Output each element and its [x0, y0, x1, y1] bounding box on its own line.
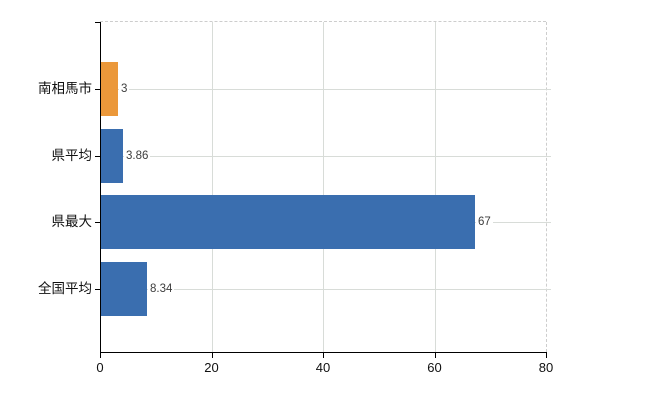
bar — [101, 195, 475, 249]
vertical-gridline — [211, 22, 213, 352]
category-label: 南相馬市 — [38, 81, 92, 96]
x-axis-tick — [100, 352, 101, 358]
bar — [101, 128, 123, 183]
category-label: 県平均 — [51, 147, 93, 163]
vertical-gridline — [323, 22, 324, 352]
bar — [101, 261, 147, 316]
horizontal-gridline — [100, 89, 551, 90]
x-axis-tick-label: 0 — [96, 360, 104, 375]
category-label: 県最大 — [51, 214, 93, 229]
horizontal-gridline — [100, 288, 551, 290]
x-axis-tick — [323, 352, 324, 358]
y-axis-tick — [95, 89, 101, 90]
x-axis-tick-label: 40 — [315, 360, 331, 375]
bar-value-label: 3 — [119, 82, 130, 97]
bar-value-label: 3.86 — [124, 148, 151, 164]
bar-value-label: 8.34 — [148, 281, 175, 297]
x-axis-tick-label: 20 — [204, 360, 219, 375]
plot-border-right — [546, 22, 547, 352]
y-axis-end-tick — [95, 22, 101, 23]
x-axis-tick — [434, 352, 436, 358]
plot-border-top — [100, 21, 546, 22]
y-axis — [100, 22, 101, 353]
vertical-gridline — [434, 22, 436, 352]
category-label: 全国平均 — [38, 280, 92, 296]
x-axis-tick-label: 60 — [427, 360, 442, 375]
x-axis-tick — [546, 352, 547, 358]
x-axis-tick — [211, 352, 213, 358]
y-axis-tick — [95, 288, 101, 290]
y-axis-tick — [95, 155, 101, 157]
x-axis-tick-label: 80 — [538, 360, 554, 375]
bar-value-label: 67 — [476, 215, 493, 230]
horizontal-gridline — [100, 155, 551, 157]
bar — [101, 62, 118, 116]
y-axis-tick — [95, 222, 101, 223]
